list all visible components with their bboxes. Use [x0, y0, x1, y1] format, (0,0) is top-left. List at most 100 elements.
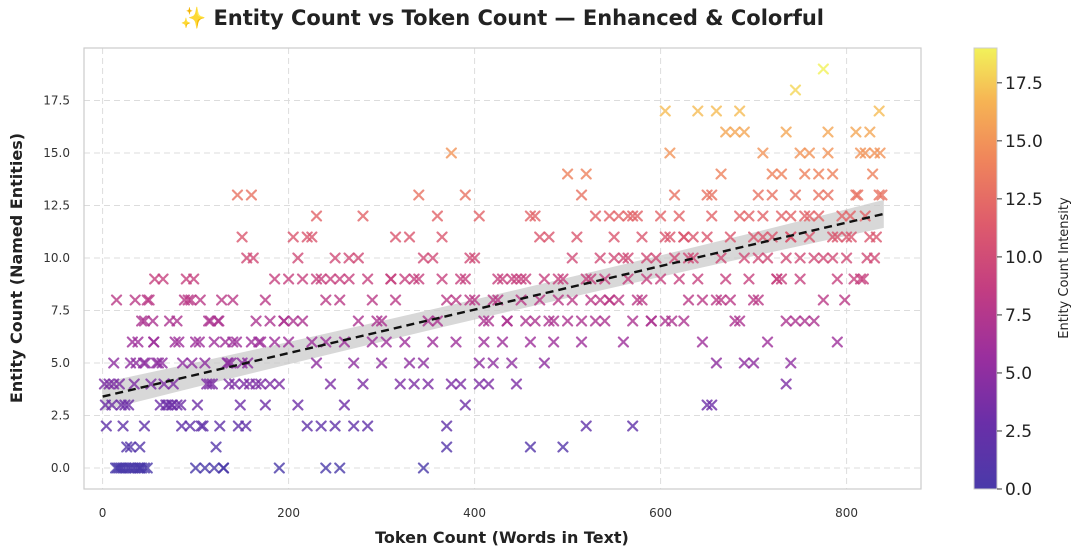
- scatter-point: [478, 336, 490, 348]
- scatter-point: [627, 315, 639, 327]
- scatter-point: [817, 294, 829, 306]
- scatter-point: [641, 252, 653, 264]
- scatter-point: [789, 189, 802, 201]
- scatter-point: [450, 336, 462, 348]
- scatter-point: [575, 315, 588, 327]
- scatter-point: [197, 420, 209, 432]
- scatter-point: [427, 252, 439, 264]
- scatter-point: [710, 357, 723, 369]
- scatter-point: [152, 357, 164, 369]
- scatter-point: [157, 273, 169, 285]
- y-tick-label: 15.0: [43, 146, 70, 160]
- scatter-point: [603, 210, 616, 222]
- scatter-point: [482, 315, 495, 327]
- scatter-point: [203, 378, 216, 390]
- scatter-point: [538, 273, 550, 285]
- scatter-point: [808, 252, 820, 264]
- scatter-point: [320, 462, 332, 474]
- y-tick-label: 10.0: [43, 251, 70, 265]
- scatter-point: [627, 210, 639, 222]
- scatter-point: [357, 378, 369, 390]
- scatter-point: [752, 252, 764, 264]
- scatter-point: [645, 315, 657, 327]
- scatter-points: [98, 63, 888, 474]
- scatter-point: [734, 315, 746, 327]
- y-tick-label: 5.0: [51, 356, 70, 370]
- scatter-point: [227, 294, 239, 306]
- scatter-point: [283, 336, 295, 348]
- scatter-point: [417, 462, 430, 474]
- scatter-point: [771, 273, 783, 285]
- y-tick-label: 12.5: [43, 199, 70, 213]
- scatter-point: [348, 420, 360, 432]
- scatter-point: [427, 336, 439, 348]
- scatter-point: [852, 189, 864, 201]
- scatter-point: [137, 357, 150, 369]
- scatter-point: [287, 231, 299, 243]
- scatter-point: [747, 357, 760, 369]
- scatter-point: [417, 252, 430, 264]
- scatter-point: [269, 273, 281, 285]
- scatter-point: [138, 420, 151, 432]
- scatter-point: [585, 294, 597, 306]
- scatter-point: [534, 294, 546, 306]
- x-axis-label: Token Count (Words in Text): [375, 528, 629, 547]
- scatter-point: [706, 399, 718, 411]
- scatter-point: [190, 462, 202, 474]
- scatter-point: [524, 210, 537, 222]
- scatter-point: [543, 231, 555, 243]
- scatter-point: [108, 357, 120, 369]
- scatter-point: [156, 357, 168, 369]
- scatter-point: [352, 252, 364, 264]
- scatter-point: [210, 441, 222, 453]
- scatter-point: [310, 210, 323, 222]
- scatter-point: [445, 147, 457, 159]
- scatter-point: [687, 231, 699, 243]
- scatter-point: [315, 420, 327, 432]
- scatter-point: [873, 105, 885, 117]
- scatter-point: [659, 231, 671, 243]
- scatter-point: [343, 252, 355, 264]
- scatter-point: [334, 462, 346, 474]
- scatter-point: [455, 378, 467, 390]
- trendline-line: [102, 212, 885, 398]
- scatter-point: [617, 336, 630, 348]
- scatter-point: [450, 294, 462, 306]
- scatter-point: [230, 336, 243, 348]
- scatter-point: [566, 294, 578, 306]
- scatter-point: [149, 273, 161, 285]
- scatter-point: [636, 231, 648, 243]
- scatter-point: [831, 231, 843, 243]
- scatter-point: [654, 210, 667, 222]
- scatter-point: [459, 273, 471, 285]
- scatter-point: [552, 273, 564, 285]
- scatter-point: [134, 462, 146, 474]
- scatter-point: [376, 315, 388, 327]
- scatter-point: [506, 357, 518, 369]
- colorbar-tick-label: 0.0: [1005, 480, 1032, 500]
- scatter-point: [362, 273, 374, 285]
- scatter-point: [743, 273, 755, 285]
- scatter-point: [422, 315, 434, 327]
- scatter-point: [817, 252, 829, 264]
- scatter-point: [264, 378, 276, 390]
- scatter-point: [827, 252, 839, 264]
- scatter-point: [803, 147, 816, 159]
- scatter-point: [310, 273, 323, 285]
- scatter-point: [870, 231, 882, 243]
- colorbar-tick-label: 10.0: [1005, 248, 1043, 268]
- scatter-point: [138, 315, 151, 327]
- scatter-point: [766, 168, 778, 180]
- scatter-point: [571, 231, 583, 243]
- scatter-point: [301, 231, 313, 243]
- scatter-point: [761, 252, 774, 264]
- scatter-point: [715, 294, 727, 306]
- scatter-point: [659, 105, 671, 117]
- scatter-point: [501, 315, 513, 327]
- scatter-point: [561, 168, 574, 180]
- scatter-point: [706, 189, 718, 201]
- scatter-point: [864, 126, 876, 138]
- scatter-point: [329, 420, 341, 432]
